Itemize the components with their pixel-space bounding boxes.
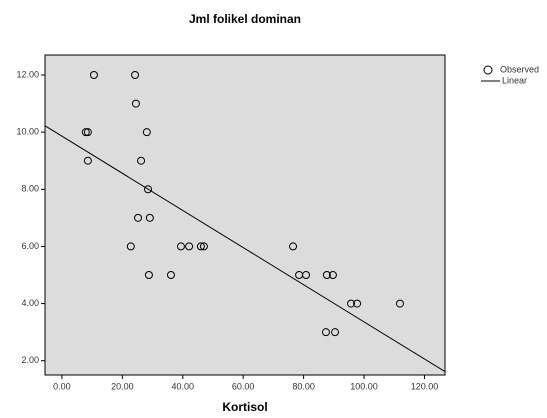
- x-tick-label: 20.00: [111, 381, 134, 391]
- point: [395, 299, 404, 308]
- point: [144, 185, 153, 194]
- plot-area: [44, 54, 446, 376]
- point: [134, 213, 143, 222]
- x-axis-label: Kortisol: [222, 400, 267, 414]
- point: [89, 71, 98, 79]
- point: [328, 271, 337, 279]
- point: [322, 271, 331, 279]
- x-tick-label: 40.00: [171, 381, 194, 391]
- point: [196, 242, 205, 251]
- x-tick-label: 120.00: [411, 381, 439, 391]
- point: [199, 242, 208, 251]
- point: [83, 128, 92, 137]
- point: [321, 328, 330, 337]
- point: [137, 156, 146, 165]
- point: [176, 242, 185, 251]
- point: [289, 242, 298, 251]
- y-tick-label: 4.00: [21, 298, 39, 308]
- x-tick-label: 100.00: [350, 381, 378, 391]
- point: [145, 213, 154, 222]
- chart-title: Jml folikel dominan: [189, 12, 301, 26]
- point: [131, 71, 140, 79]
- point: [131, 99, 140, 108]
- point: [144, 271, 153, 279]
- legend-label: Observed: [500, 64, 539, 74]
- y-tick-label: 10.00: [16, 127, 39, 137]
- y-tick-label: 6.00: [21, 241, 39, 251]
- legend-marker: [483, 65, 493, 75]
- x-tick-label: 0.00: [53, 381, 71, 391]
- y-tick-label: 8.00: [21, 184, 39, 194]
- point: [347, 299, 356, 308]
- y-tick-label: 12.00: [16, 69, 39, 79]
- point: [81, 128, 90, 137]
- fit-line: [45, 125, 445, 373]
- x-tick-label: 60.00: [232, 381, 255, 391]
- point: [302, 271, 311, 279]
- x-tick-label: 80.00: [292, 381, 315, 391]
- point: [185, 242, 194, 251]
- point: [331, 328, 340, 337]
- point: [166, 271, 175, 279]
- point: [126, 242, 135, 251]
- point: [142, 128, 151, 137]
- point: [83, 156, 92, 165]
- legend-label: Linear: [502, 75, 527, 85]
- point: [353, 299, 362, 308]
- y-tick-label: 2.00: [21, 355, 39, 365]
